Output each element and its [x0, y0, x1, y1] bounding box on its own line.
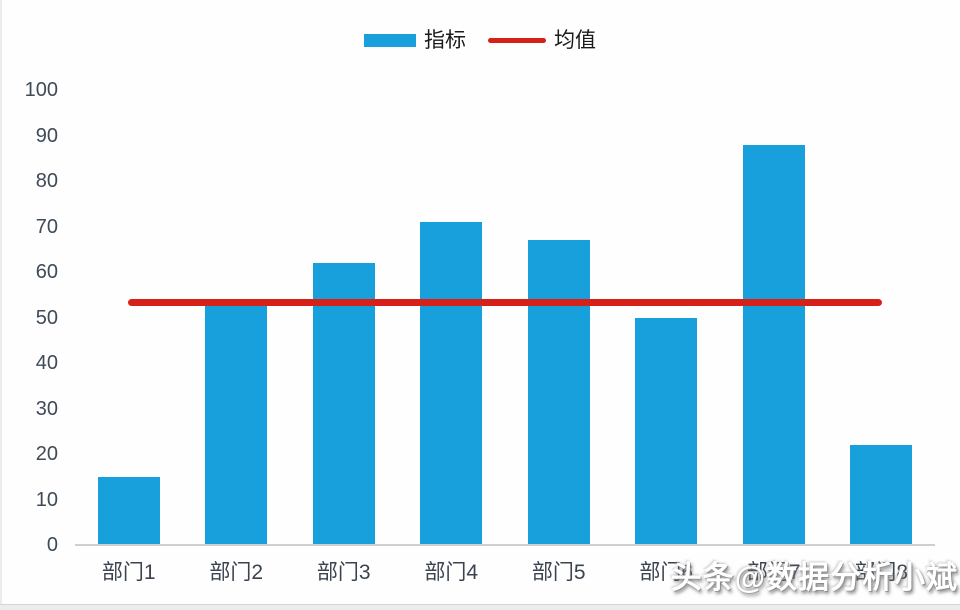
x-axis-label: 部门8: [854, 561, 909, 584]
bar: [742, 144, 805, 545]
indicator-swatch-icon: [364, 33, 416, 47]
y-axis-tick-label: 100: [24, 79, 58, 101]
x-axis-line: [75, 544, 935, 546]
page-edge-bottom: [0, 604, 960, 610]
legend: 指标 均值: [0, 26, 960, 54]
legend-item-mean: 均值: [488, 30, 596, 51]
bar: [635, 317, 698, 545]
x-axis-label: 部门1: [101, 561, 156, 584]
bar: [527, 240, 590, 545]
x-axis-label: 部门3: [316, 561, 371, 584]
x-axis-label: 部门7: [746, 561, 801, 584]
y-axis-tick-label: 40: [35, 352, 58, 374]
page-edge-left: [0, 0, 2, 610]
x-axis-label: 部门5: [531, 561, 586, 584]
x-axis-label: 部门6: [639, 561, 694, 584]
legend-label-indicator: 指标: [424, 28, 466, 52]
y-axis-tick-label: 20: [35, 443, 58, 465]
bar: [420, 221, 483, 545]
mean-line-swatch-icon: [488, 37, 546, 43]
bar: [850, 444, 913, 545]
x-axis: 部门1 部门2 部门3 部门4 部门5 部门6 部门7 部门8: [75, 558, 935, 588]
y-axis-tick-label: 60: [35, 261, 58, 283]
x-axis-label: 部门4: [424, 561, 479, 584]
y-axis-tick-label: 50: [35, 306, 58, 329]
y-axis-tick-label: 10: [35, 488, 58, 511]
legend-label-mean: 均值: [554, 28, 596, 52]
bar: [312, 262, 375, 545]
y-axis-tick-label: 90: [35, 124, 58, 147]
bar: [97, 476, 160, 545]
x-axis-label: 部门2: [209, 561, 264, 584]
legend-item-indicator: 指标: [364, 30, 466, 51]
y-axis-tick-label: 80: [35, 170, 58, 192]
y-axis-tick-label: 70: [35, 215, 58, 238]
watermark: 头条@数据分析小斌: [670, 560, 958, 595]
mean-line: [127, 298, 883, 306]
plot-area: [75, 90, 935, 545]
y-axis-tick-label: 30: [35, 397, 58, 420]
bar: [205, 303, 268, 545]
y-axis-tick-label: 0: [46, 534, 58, 556]
